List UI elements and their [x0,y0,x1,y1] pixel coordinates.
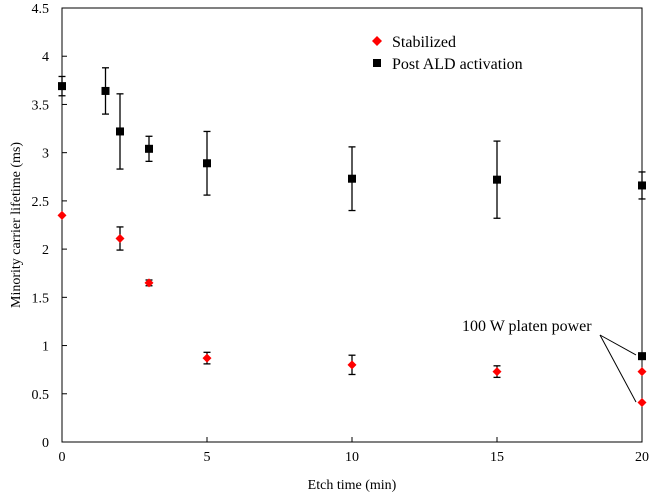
y-tick-label: 0.5 [32,388,50,403]
annotation-arrow-upper [599,334,637,356]
legend: Stabilized Post ALD activation [372,34,523,73]
x-tick-label: 10 [345,450,359,465]
y-tick-label: 1.5 [32,291,50,306]
post-ald-point [203,159,211,168]
legend-marker-post-ald [373,59,381,67]
post-ald-point [638,352,646,361]
y-tick-label: 2 [42,243,49,258]
stabilized-point [637,397,647,407]
post-ald-point [116,127,124,136]
post-ald-point [145,144,153,153]
y-axis-ticks: 0 0.5 1 1.5 2 2.5 3 3.5 4 4.5 [32,2,67,451]
stabilized-point [347,360,357,370]
stabilized-point [115,234,125,244]
y-tick-label: 3.5 [32,98,50,113]
y-axis-label: Minority carrier lifetime (ms) [9,142,24,308]
post-ald-point [101,86,110,95]
stabilized-point [144,278,154,288]
legend-label-post-ald: Post ALD activation [392,56,523,73]
stabilized-point [202,353,212,363]
stabilized-point [57,210,67,220]
x-tick-label: 0 [59,450,66,465]
data-markers [57,82,647,407]
x-tick-label: 5 [204,450,211,465]
y-tick-label: 3 [42,147,49,162]
legend-marker-stabilized [372,36,382,46]
x-axis-ticks: 0 5 10 15 20 [59,437,649,465]
y-tick-label: 4.5 [32,2,50,17]
x-tick-label: 15 [490,450,504,465]
stabilized-point [637,367,647,377]
y-tick-label: 4 [42,50,49,65]
post-ald-point [638,181,646,190]
y-tick-label: 0 [42,436,49,451]
x-tick-label: 20 [635,450,649,465]
annotation-text: 100 W platen power [462,318,592,335]
annotation-arrow-lower [599,334,637,403]
post-ald-point [58,82,66,91]
y-tick-label: 1 [42,340,49,355]
legend-label-stabilized: Stabilized [392,34,456,51]
plot-area [61,7,643,443]
x-axis-label: Etch time (min) [308,478,397,493]
post-ald-point [493,175,501,184]
y-tick-label: 2.5 [32,195,50,210]
post-ald-point [348,174,356,183]
annotation: 100 W platen power [462,318,637,403]
stabilized-point [492,367,502,377]
